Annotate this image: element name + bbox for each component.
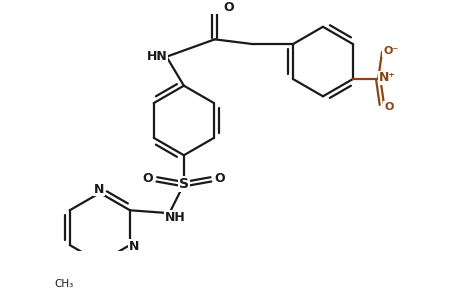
Text: O: O — [143, 172, 154, 185]
Text: N: N — [128, 240, 139, 253]
Text: O⁻: O⁻ — [383, 46, 398, 56]
Text: N⁺: N⁺ — [379, 71, 396, 84]
Text: CH₃: CH₃ — [55, 279, 74, 288]
Text: O: O — [214, 172, 225, 185]
Text: O: O — [223, 1, 234, 14]
Text: N: N — [94, 183, 104, 196]
Text: S: S — [179, 177, 189, 191]
Text: O: O — [384, 102, 393, 112]
Text: NH: NH — [165, 211, 185, 223]
Text: HN: HN — [146, 50, 167, 63]
